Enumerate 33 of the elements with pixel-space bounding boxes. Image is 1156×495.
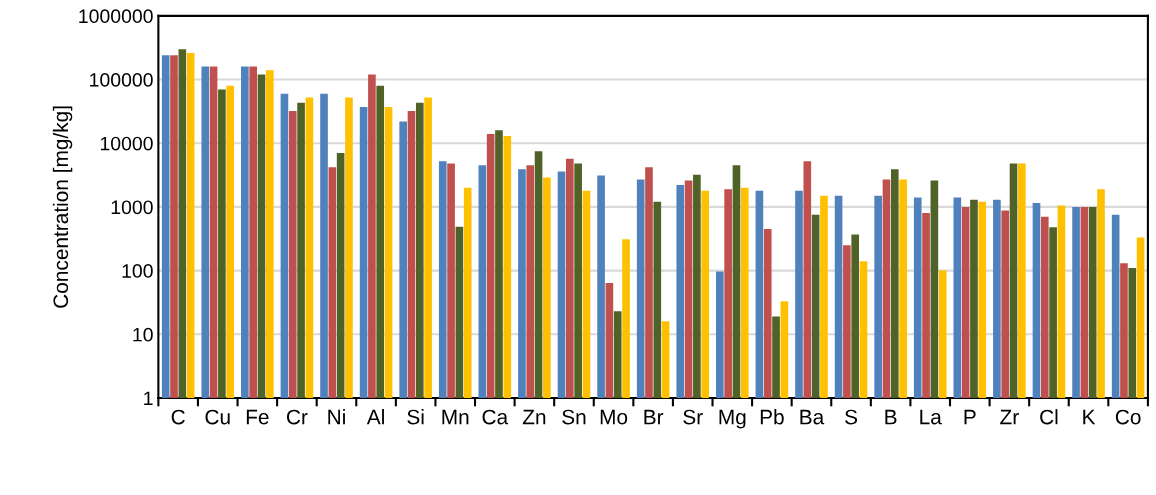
x-tick-label: Mg bbox=[719, 409, 746, 429]
x-tick-label: S bbox=[845, 409, 858, 425]
x-tick-label: Ba bbox=[800, 409, 825, 425]
y-axis-title: Concentration [mg/kg] bbox=[52, 106, 73, 308]
x-tick-label: Ca bbox=[482, 409, 509, 425]
y-tick-label: 1000000 bbox=[79, 9, 153, 24]
y-tick-label: 100000 bbox=[90, 73, 153, 87]
x-tick-label: Cr bbox=[286, 409, 308, 425]
x-tick-label: Si bbox=[407, 409, 424, 425]
x-tick-label: C bbox=[171, 409, 185, 425]
x-tick-label: B bbox=[885, 409, 897, 425]
y-tick-label: 10 bbox=[133, 327, 153, 342]
y-tick-label: 100 bbox=[122, 264, 153, 278]
x-tick-label: Ni bbox=[328, 409, 345, 425]
x-tick-label: Sn bbox=[562, 409, 586, 425]
x-tick-label: Mn bbox=[442, 409, 469, 425]
x-tick-label: Sr bbox=[683, 409, 703, 425]
x-tick-label: Co bbox=[1115, 409, 1141, 425]
y-tick-label: 1 bbox=[144, 391, 153, 406]
x-tick-label: Pb bbox=[760, 409, 784, 425]
x-tick-label: K bbox=[1083, 409, 1096, 425]
x-tick-label: Cl bbox=[1040, 409, 1058, 425]
y-tick-label: 10000 bbox=[100, 136, 153, 151]
x-tick-label: Mo bbox=[600, 409, 628, 425]
x-tick-label: Al bbox=[366, 409, 384, 425]
x-tick-label: La bbox=[920, 409, 942, 425]
x-tick-label: Br bbox=[644, 409, 664, 425]
x-tick-label: P bbox=[964, 409, 976, 425]
x-tick-label: Cu bbox=[205, 409, 230, 425]
x-tick-label: Zn bbox=[522, 409, 546, 425]
x-tick-label: Zr bbox=[1000, 409, 1019, 425]
y-tick-label: 1000 bbox=[111, 200, 153, 215]
x-tick-label: Fe bbox=[246, 409, 269, 425]
